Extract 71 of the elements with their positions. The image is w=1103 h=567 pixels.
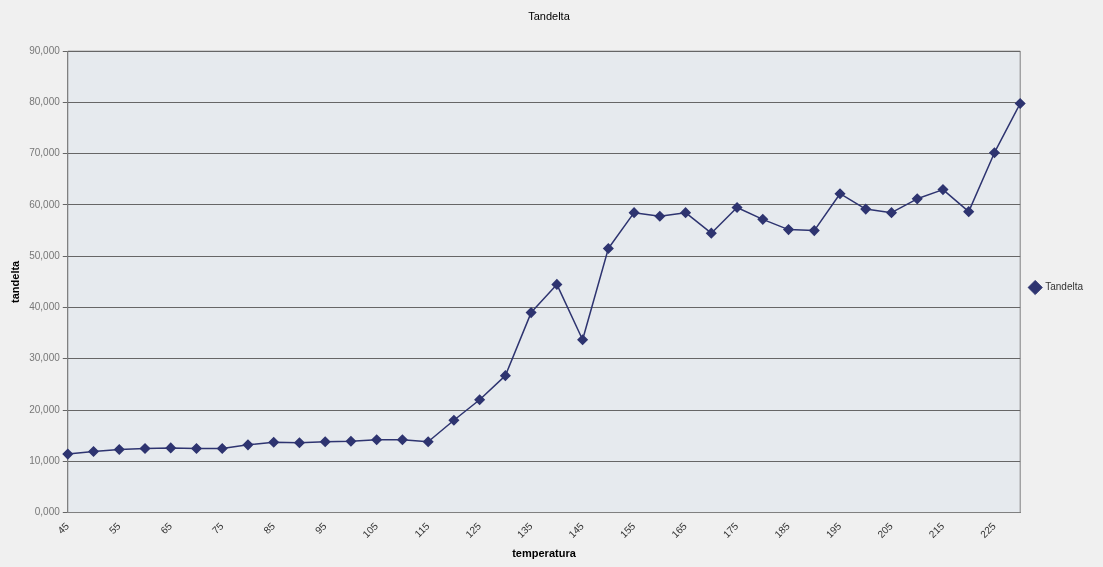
point [603,243,614,254]
x-tick-label: 45 [55,520,72,536]
point [706,227,717,239]
point [654,211,666,222]
point [911,193,923,205]
point [834,188,846,199]
point [525,307,537,318]
point [319,436,331,448]
x-tick-label: 125 [463,520,484,540]
point [474,394,485,405]
x-tick-label: 165 [669,520,690,540]
x-tick-label: 55 [106,520,123,536]
x-tick-label: 65 [158,520,175,536]
x-tick-label: 115 [412,520,432,540]
x-tick-label: 105 [360,520,381,540]
x-tick-label: 95 [312,520,329,536]
point [216,443,228,454]
x-tick-label: 135 [514,520,535,540]
x-tick-label: 175 [720,520,741,540]
point [422,436,434,448]
legend-label: Tandelta [1045,281,1084,293]
chart-title: Tandelta [528,9,571,22]
point [783,224,794,235]
point [294,437,305,449]
point [809,225,820,236]
point [139,443,151,454]
point [114,444,125,455]
point [88,446,99,457]
point [1014,98,1026,109]
y-tick-label: 90,000 [29,44,61,56]
point [448,415,460,426]
point [937,184,949,195]
y-tick-label: 40,000 [29,301,61,313]
x-tick-label: 145 [566,520,587,540]
y-tick-label: 20,000 [29,403,61,415]
x-tick-label: 215 [926,520,947,540]
y-axis-title: tandelta [8,259,21,303]
point [268,437,279,448]
x-tick-label: 75 [209,520,226,536]
x-tick-label: 185 [772,520,793,540]
point [680,207,691,218]
point [551,279,563,290]
point [989,147,1000,158]
point [500,370,511,381]
y-tick-label: 50,000 [29,249,61,261]
y-tick-label: 30,000 [29,352,61,364]
point [371,434,382,445]
point [397,434,408,445]
point [345,436,357,447]
y-tick-label: 80,000 [29,96,61,108]
y-tick-label: 60,000 [29,198,61,210]
point [731,202,743,213]
point [757,214,769,225]
point [191,443,202,454]
point [577,334,588,346]
x-tick-label: 195 [823,520,844,540]
point [886,207,897,218]
y-tick-label: 10,000 [29,455,61,467]
x-tick-label: 225 [978,520,999,540]
x-tick-label: 85 [261,520,278,536]
x-tick-label: 205 [875,520,896,540]
x-tick-label: 155 [617,520,638,540]
point [628,207,640,218]
x-axis-title: temperatura [512,547,577,560]
point [860,203,871,215]
point [963,206,974,217]
y-tick-label: 0,000 [34,506,61,518]
y-tick-label: 70,000 [29,147,61,159]
point [62,448,74,460]
point [242,439,254,451]
point [165,442,176,454]
